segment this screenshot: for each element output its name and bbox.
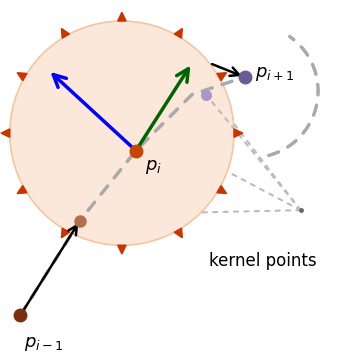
Polygon shape <box>217 185 227 194</box>
Polygon shape <box>174 228 182 238</box>
Text: $p_{i-1}$: $p_{i-1}$ <box>24 335 63 352</box>
Polygon shape <box>17 185 27 194</box>
Polygon shape <box>62 228 70 238</box>
Text: $p_{i+1}$: $p_{i+1}$ <box>255 64 294 83</box>
Polygon shape <box>118 245 126 254</box>
Polygon shape <box>234 129 243 137</box>
Polygon shape <box>62 28 70 38</box>
Text: kernel points: kernel points <box>210 252 317 270</box>
Circle shape <box>10 21 234 245</box>
Polygon shape <box>174 28 182 38</box>
Polygon shape <box>1 129 10 137</box>
Polygon shape <box>118 12 126 21</box>
Text: $p_i$: $p_i$ <box>145 158 161 176</box>
Polygon shape <box>217 73 227 81</box>
Polygon shape <box>17 73 27 81</box>
